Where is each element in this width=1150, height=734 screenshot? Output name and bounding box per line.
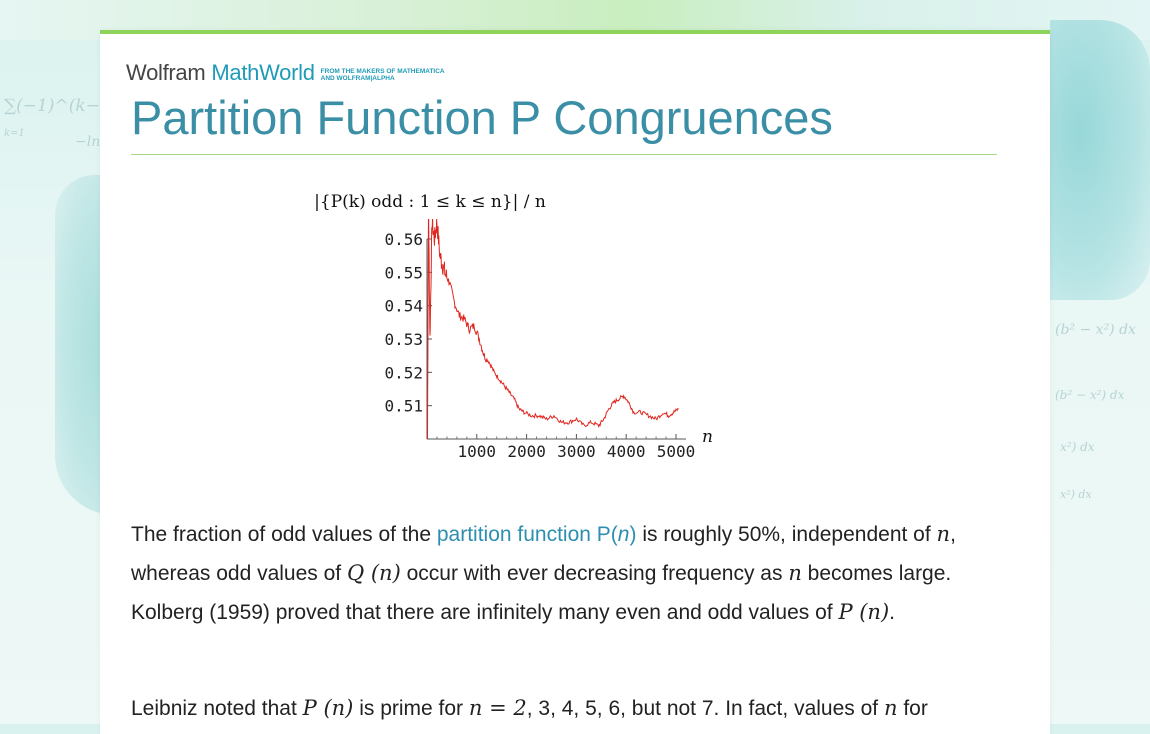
x-axis-label: n [702, 427, 713, 447]
logo-tagline: FROM THE MAKERS OF MATHEMATICA AND WOLFR… [321, 68, 445, 86]
background-formula: k=1 [4, 128, 25, 139]
chart-title: |{P(k) odd : 1 ≤ k ≤ n}| / n [314, 192, 546, 212]
background-formula: x²) dx [1060, 488, 1092, 501]
partition-function-link[interactable]: partition function P(n) [437, 523, 637, 546]
text-run: , whereas odd values of [131, 523, 956, 585]
math-variable: n = 2 [468, 696, 527, 720]
x-tick-label: 5000 [657, 442, 696, 461]
title-divider [131, 154, 997, 155]
text-run: becomes large. Kolberg (1959) proved tha… [131, 562, 952, 624]
y-tick-label: 0.53 [384, 330, 423, 349]
x-tick-label: 2000 [507, 442, 546, 461]
math-variable: P (n) [302, 696, 354, 720]
text-run: occur with ever decreasing frequency as [400, 562, 789, 585]
math-variable: (n) [364, 561, 401, 585]
content-card: Wolfram MathWorld FROM THE MAKERS OF MAT… [100, 30, 1050, 734]
text-run: , 3, 4, 5, 6, but not 7. In fact, values… [526, 697, 884, 720]
math-variable: Q [346, 561, 365, 585]
background-formula: (b² − x²) dx [1055, 388, 1125, 402]
math-variable: n [936, 522, 951, 546]
logo-mathworld-text: MathWorld [211, 60, 315, 85]
background-formula: −ln [75, 134, 101, 150]
background-formula: x²) dx [1060, 440, 1095, 454]
text-run: is prime for [353, 697, 469, 720]
partition-parity-chart: |{P(k) odd : 1 ≤ k ≤ n}| / n 1000 2000 3000… [314, 192, 713, 461]
text-run: for [897, 697, 928, 720]
series-line [427, 219, 679, 439]
x-tick-label: 4000 [607, 442, 646, 461]
y-tick-label: 0.54 [384, 297, 423, 316]
y-tick-label: 0.55 [384, 263, 423, 282]
link-variable: n [617, 523, 630, 546]
math-variable: n [883, 696, 898, 720]
logo-tagline-line-1: FROM THE MAKERS OF MATHEMATICA [320, 68, 445, 75]
y-tick-label: 0.51 [384, 397, 423, 416]
background-formula: (b² − x²) dx [1055, 322, 1136, 338]
site-logo[interactable]: Wolfram MathWorld FROM THE MAKERS OF MAT… [126, 60, 445, 86]
x-tick-label: 3000 [557, 442, 596, 461]
text-run: . [889, 601, 895, 624]
text-run: is roughly 50%, independent of [636, 523, 937, 546]
link-text: partition function P( [436, 523, 618, 546]
background-formula: ∑(−1)^(k−1) [4, 96, 118, 116]
math-variable: n [788, 561, 802, 585]
x-tick-label: 1000 [458, 442, 497, 461]
link-text-end: ) [629, 523, 637, 546]
decorative-surface-right [1050, 20, 1150, 300]
page-title: Partition Function P Congruences [131, 91, 833, 144]
logo-tagline-line-2: AND WOLFRAM|ALPHA [320, 75, 395, 82]
text-run: Leibniz noted that [131, 697, 303, 720]
text-run: The fraction of odd values of the [131, 523, 437, 546]
paragraph-1: The fraction of odd values of the partit… [131, 515, 1001, 632]
paragraph-2: Leibniz noted that P (n) is prime for n … [131, 689, 1001, 728]
y-tick-label: 0.52 [384, 363, 423, 382]
y-tick-label: 0.56 [384, 230, 423, 249]
logo-wolfram-text: Wolfram [126, 60, 206, 85]
math-variable: P (n) [838, 600, 890, 624]
